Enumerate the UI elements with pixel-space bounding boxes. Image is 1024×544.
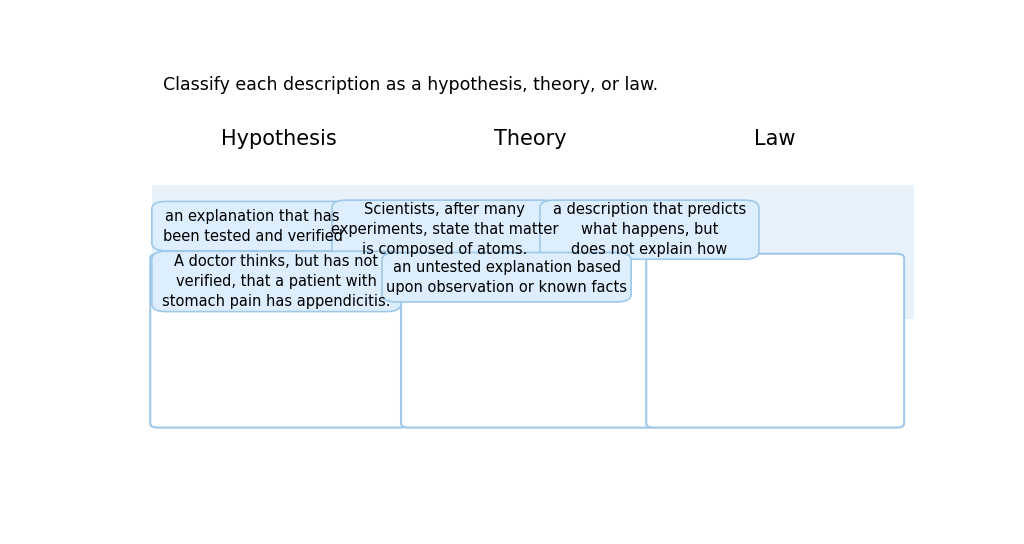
Text: Scientists, after many
experiments, state that matter
is composed of atoms.: Scientists, after many experiments, stat… (331, 202, 558, 257)
FancyBboxPatch shape (332, 200, 557, 259)
FancyBboxPatch shape (382, 252, 631, 302)
Text: Law: Law (754, 128, 796, 149)
FancyBboxPatch shape (152, 184, 913, 319)
Text: Classify each description as a hypothesis, theory, or law.: Classify each description as a hypothesi… (163, 76, 658, 94)
FancyBboxPatch shape (540, 200, 759, 259)
Text: Hypothesis: Hypothesis (221, 128, 337, 149)
FancyBboxPatch shape (646, 254, 904, 428)
Text: A doctor thinks, but has not
verified, that a patient with
stomach pain has appe: A doctor thinks, but has not verified, t… (162, 254, 390, 309)
FancyBboxPatch shape (152, 201, 353, 251)
FancyBboxPatch shape (151, 254, 409, 428)
Text: a description that predicts
what happens, but
does not explain how: a description that predicts what happens… (553, 202, 746, 257)
FancyBboxPatch shape (152, 251, 401, 312)
Text: an explanation that has
been tested and verified: an explanation that has been tested and … (163, 209, 343, 244)
FancyBboxPatch shape (401, 254, 658, 428)
Text: Theory: Theory (494, 128, 566, 149)
Text: an untested explanation based
upon observation or known facts: an untested explanation based upon obser… (386, 260, 627, 295)
